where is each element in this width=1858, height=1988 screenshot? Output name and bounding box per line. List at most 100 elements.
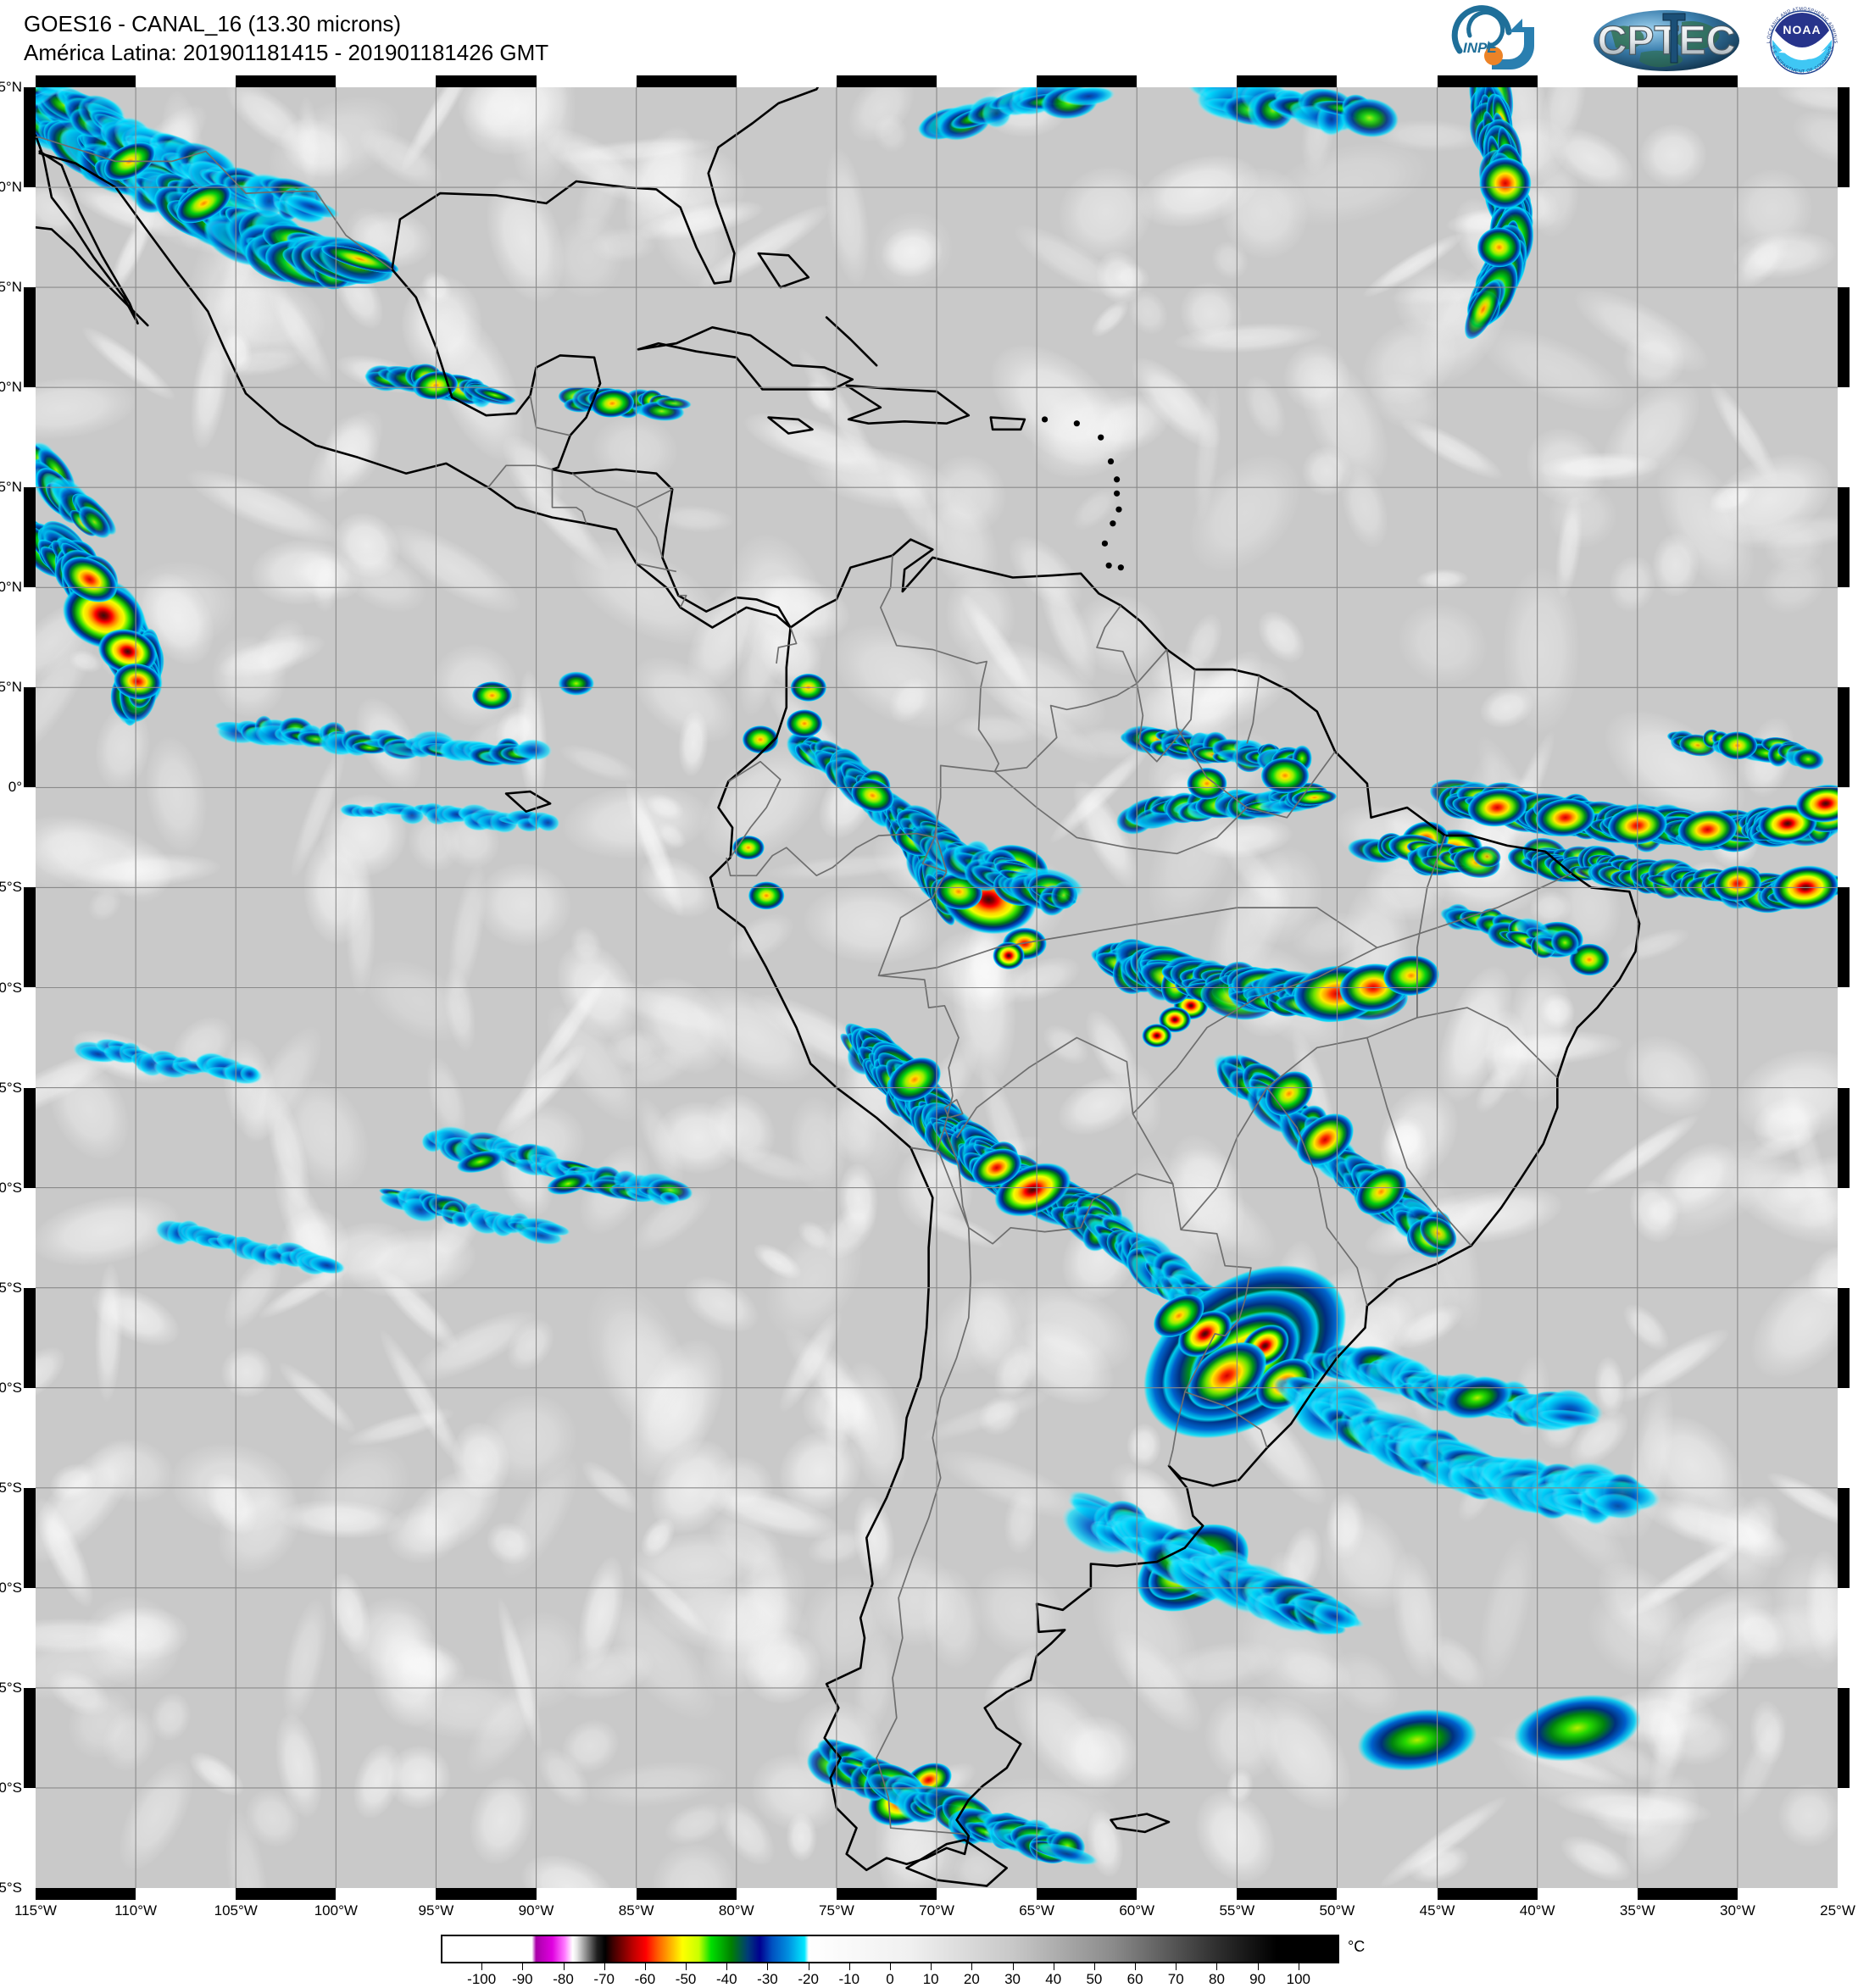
colorbar-tick: [481, 1963, 482, 1970]
noaa-logo-mark: NOAA NATIONAL OCEANIC AND ATMOSPHERIC AD…: [1761, 3, 1843, 81]
tick-frame-right: [1838, 87, 1850, 1888]
frame-tick-segment: [24, 1688, 36, 1788]
colorbar-tick: [645, 1963, 646, 1970]
frame-tick-segment: [36, 1888, 136, 1900]
graticule-overlay: [36, 87, 1838, 1888]
colorbar-tick: [604, 1963, 605, 1970]
colorbar-tick: [1176, 1963, 1177, 1970]
satellite-image-canvas[interactable]: [36, 87, 1838, 1888]
frame-tick-segment: [1037, 1888, 1137, 1900]
lon-tick-label: 110°W: [93, 1902, 178, 1919]
colorbar-tick: [931, 1963, 932, 1970]
logo-strip: INPE: [1444, 2, 1843, 80]
colorbar-tick: [564, 1963, 565, 1970]
frame-tick-segment: [1838, 1288, 1850, 1388]
colorbar-tick: [849, 1963, 850, 1970]
frame-tick-segment: [1838, 887, 1850, 987]
colorbar-unit-label: °C: [1348, 1938, 1365, 1956]
lon-tick-label: 100°W: [293, 1902, 378, 1919]
lat-tick-label: 40°S: [0, 1580, 22, 1597]
inpe-logo-mark: INPE: [1444, 3, 1572, 78]
colorbar-tick: [1216, 1963, 1217, 1970]
lon-tick-label: 105°W: [193, 1902, 278, 1919]
colorbar-tick: [1258, 1963, 1259, 1970]
frame-tick-segment: [1838, 1688, 1850, 1788]
lon-tick-label: 35°W: [1595, 1902, 1680, 1919]
colorbar-tick: [726, 1963, 727, 1970]
lon-tick-label: 45°W: [1395, 1902, 1480, 1919]
lat-tick-label: 5°S: [0, 879, 22, 896]
frame-tick-segment: [1237, 75, 1337, 87]
frame-tick-segment: [1438, 75, 1538, 87]
lat-tick-label: 50°S: [0, 1780, 22, 1796]
lat-tick-label: 5°N: [0, 679, 22, 696]
tick-frame-top: [24, 75, 1850, 87]
frame-tick-segment: [1638, 75, 1738, 87]
lat-tick-label: 15°S: [0, 1080, 22, 1097]
colorbar-tick-label: -30: [757, 1971, 778, 1988]
lon-tick-label: 60°W: [1094, 1902, 1179, 1919]
colorbar-tick-label: -10: [839, 1971, 860, 1988]
frame-tick-segment: [24, 887, 36, 987]
frame-tick-segment: [1838, 487, 1850, 587]
frame-tick-segment: [837, 75, 937, 87]
cptec-logo-mark: CPTEC: [1590, 3, 1743, 78]
colorbar-tick-label: 50: [1086, 1971, 1102, 1988]
lon-tick-label: 85°W: [594, 1902, 679, 1919]
svg-text:NOAA: NOAA: [1783, 23, 1821, 36]
frame-tick-segment: [436, 1888, 536, 1900]
frame-tick-segment: [36, 75, 136, 87]
frame-tick-segment: [24, 87, 36, 187]
lon-tick-label: 80°W: [694, 1902, 779, 1919]
colorbar-tick-label: 40: [1045, 1971, 1061, 1988]
lat-tick-label: 35°N: [0, 79, 22, 96]
colorbar-tick-label: 60: [1127, 1971, 1143, 1988]
frame-tick-segment: [1838, 687, 1850, 787]
frame-tick-segment: [236, 1888, 336, 1900]
colorbar-tick-label: 90: [1249, 1971, 1266, 1988]
noaa-logo: NOAA NATIONAL OCEANIC AND ATMOSPHERIC AD…: [1761, 3, 1843, 78]
title-block: GOES16 - CANAL_16 (13.30 microns) Améric…: [24, 10, 548, 68]
lon-tick-label: 70°W: [894, 1902, 979, 1919]
lon-tick-label: 25°W: [1795, 1902, 1858, 1919]
lon-tick-label: 75°W: [794, 1902, 879, 1919]
colorbar-tick: [971, 1963, 972, 1970]
colorbar-tick-label: 20: [964, 1971, 980, 1988]
frame-tick-segment: [837, 1888, 937, 1900]
frame-tick-segment: [24, 1488, 36, 1588]
frame-tick-segment: [24, 687, 36, 787]
colorbar-tick-label: 100: [1287, 1971, 1310, 1988]
frame-tick-segment: [637, 75, 737, 87]
lat-tick-label: 15°N: [0, 479, 22, 496]
satellite-map[interactable]: 35°N30°N25°N20°N15°N10°N5°N0°5°S10°S15°S…: [36, 87, 1838, 1888]
inpe-logo: INPE: [1444, 3, 1572, 78]
lat-tick-label: 20°S: [0, 1180, 22, 1197]
frame-tick-segment: [1838, 1488, 1850, 1588]
lat-tick-label: 10°N: [0, 579, 22, 596]
lon-tick-label: 50°W: [1294, 1902, 1379, 1919]
lat-tick-label: 10°S: [0, 980, 22, 997]
frame-tick-segment: [24, 1088, 36, 1188]
colorbar-tick: [522, 1963, 523, 1970]
frame-tick-segment: [1037, 75, 1137, 87]
lon-tick-label: 90°W: [494, 1902, 579, 1919]
colorbar-tick-label: -80: [553, 1971, 574, 1988]
colorbar-tick: [1013, 1963, 1014, 1970]
colorbar-tick-label: -50: [676, 1971, 697, 1988]
frame-tick-segment: [1438, 1888, 1538, 1900]
frame-tick-segment: [1838, 287, 1850, 387]
svg-text:INPE: INPE: [1463, 40, 1497, 56]
colorbar-tick-label: 0: [886, 1971, 893, 1988]
colorbar-tick: [767, 1963, 768, 1970]
product-subtitle: América Latina: 201901181415 - 201901181…: [24, 39, 548, 68]
lat-tick-label: 30°N: [0, 179, 22, 196]
colorbar-tick-label: -20: [798, 1971, 819, 1988]
colorbar-tick: [1135, 1963, 1136, 1970]
lon-tick-label: 115°W: [0, 1902, 78, 1919]
tick-frame-left: [24, 87, 36, 1888]
tick-frame-bottom: [24, 1888, 1850, 1900]
colorbar-gradient: [441, 1935, 1339, 1963]
colorbar-tick-label: -100: [467, 1971, 496, 1988]
colorbar-tick: [686, 1963, 687, 1970]
colorbar-tick-label: 80: [1209, 1971, 1225, 1988]
